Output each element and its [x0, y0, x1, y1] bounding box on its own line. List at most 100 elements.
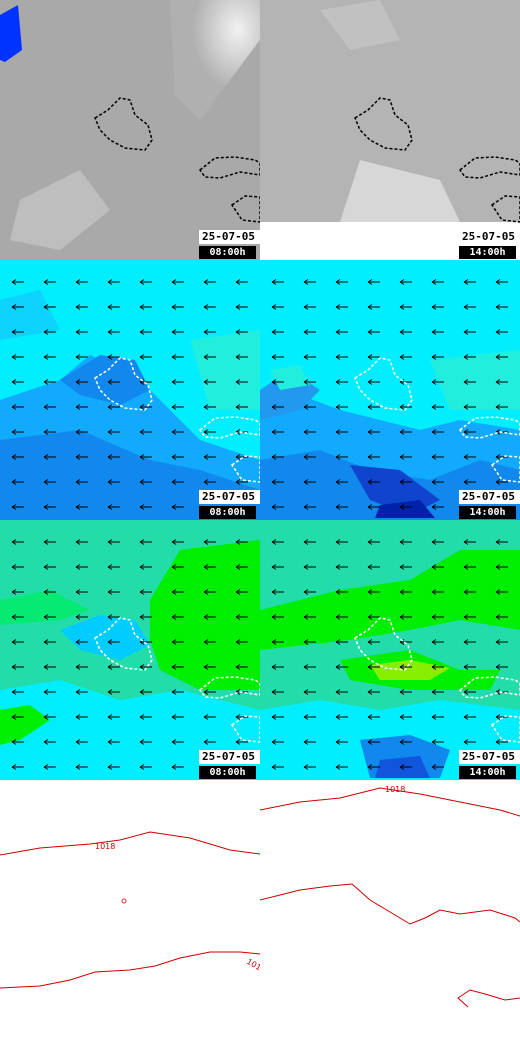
wind-arrow-icon [495, 739, 508, 745]
wind-arrow-icon [399, 764, 412, 770]
wind-arrow-icon [495, 664, 508, 670]
wind-arrow-icon [271, 689, 284, 695]
wind-arrow-icon [431, 714, 444, 720]
wind-arrow-icon [399, 664, 412, 670]
wind-arrow-icon [11, 639, 24, 645]
wind-arrow-icon [335, 279, 348, 285]
wind-arrow-icon [271, 504, 284, 510]
wind-arrow-icon [11, 764, 24, 770]
wind-arrow-icon [431, 739, 444, 745]
wind-arrow-icon [399, 454, 412, 460]
wind-arrow-icon [75, 279, 88, 285]
wind-arrow-icon [367, 504, 380, 510]
wind-arrows [11, 279, 248, 510]
wind-arrow-icon [107, 714, 120, 720]
wind-arrow-icon [11, 539, 24, 545]
wind-arrow-icon [43, 739, 56, 745]
wind-arrow-icon [367, 564, 380, 570]
wind-arrow-icon [235, 379, 248, 385]
wind-arrow-icon [171, 764, 184, 770]
wind-arrow-icon [335, 714, 348, 720]
wind-arrow-icon [171, 379, 184, 385]
wind-arrow-icon [399, 614, 412, 620]
precip-blob [0, 5, 22, 62]
windup-map-0800: 25-07-05 08:00h [0, 520, 260, 780]
isobar-line [260, 787, 520, 817]
wind-arrow-icon [43, 714, 56, 720]
wind-arrow-icon [399, 404, 412, 410]
maui-coastline [490, 715, 520, 743]
wind-arrow-icon [399, 564, 412, 570]
wind-arrow-icon [107, 539, 120, 545]
wind-arrow-icon [431, 429, 444, 435]
maui-coastline [490, 195, 520, 223]
wind-arrow-icon [271, 304, 284, 310]
wind-arrow-icon [171, 429, 184, 435]
wind-arrow-icon [75, 479, 88, 485]
wind-arrow-icon [235, 614, 248, 620]
wind-arrow-icon [171, 589, 184, 595]
wind-arrow-icon [43, 564, 56, 570]
wind-arrow-icon [495, 589, 508, 595]
wind-arrow-icon [431, 564, 444, 570]
wind-arrow-icon [139, 614, 152, 620]
wind-arrow-icon [303, 454, 316, 460]
wind-arrow-icon [335, 639, 348, 645]
cloud-field [0, 0, 260, 260]
wind-arrow-icon [171, 564, 184, 570]
wind-arrow-icon [11, 329, 24, 335]
isobar-label: 1018 [245, 957, 260, 975]
wind-arrow-icon [203, 304, 216, 310]
wind-arrow-icon [11, 404, 24, 410]
wind-arrow-icon [203, 404, 216, 410]
wind-arrow-icon [271, 279, 284, 285]
date-stamp: 25-07-05 [459, 230, 520, 244]
wind-arrow-icon [235, 454, 248, 460]
wind-arrow-icon [399, 479, 412, 485]
wind-arrow-icon [463, 664, 476, 670]
wind-arrow-icon [235, 329, 248, 335]
time-stamp: 08:00h [199, 766, 256, 779]
wind-arrow-icon [139, 714, 152, 720]
wind-arrow-icon [399, 714, 412, 720]
wind-arrow-icon [303, 614, 316, 620]
wind-arrow-icon [107, 614, 120, 620]
wind-arrow-icon [11, 354, 24, 360]
wind-arrow-icon [495, 564, 508, 570]
wind-arrow-icon [235, 404, 248, 410]
wind-arrow-icon [303, 354, 316, 360]
cloud-map-1400: 25-07-05 14:00h [260, 0, 520, 260]
wind-arrow-icon [303, 714, 316, 720]
wind-arrow-icon [367, 664, 380, 670]
wind-arrow-icon [107, 304, 120, 310]
wind-arrow-icon [367, 279, 380, 285]
wind-arrow-icon [75, 689, 88, 695]
wind-field [0, 520, 260, 780]
wind-arrow-icon [75, 429, 88, 435]
wind-arrow-icon [335, 504, 348, 510]
wind-arrow-icon [335, 454, 348, 460]
oahu-coastline [94, 617, 153, 671]
wind-arrow-icon [43, 379, 56, 385]
wind-arrow-icon [75, 329, 88, 335]
wind-arrow-icon [431, 479, 444, 485]
wind-arrow-icon [11, 379, 24, 385]
molokai-coastline [198, 676, 260, 699]
wind-arrow-icon [43, 764, 56, 770]
wind-arrow-icon [43, 589, 56, 595]
wind-arrow-icon [367, 764, 380, 770]
wind-arrow-icon [139, 589, 152, 595]
isobar-line [457, 989, 520, 1008]
date-stamp: 25-07-05 [459, 490, 520, 504]
wind-arrow-icon [171, 454, 184, 460]
wind-arrow-icon [463, 404, 476, 410]
wind-arrow-icon [43, 329, 56, 335]
wind-arrow-icon [367, 614, 380, 620]
wind-arrow-icon [399, 354, 412, 360]
wind-arrow-icon [11, 614, 24, 620]
isobar-label: 1018 [95, 842, 115, 851]
wind-arrow-icon [335, 329, 348, 335]
wind-arrow-icon [303, 404, 316, 410]
wind-arrow-icon [399, 589, 412, 595]
wind-arrow-icon [271, 739, 284, 745]
